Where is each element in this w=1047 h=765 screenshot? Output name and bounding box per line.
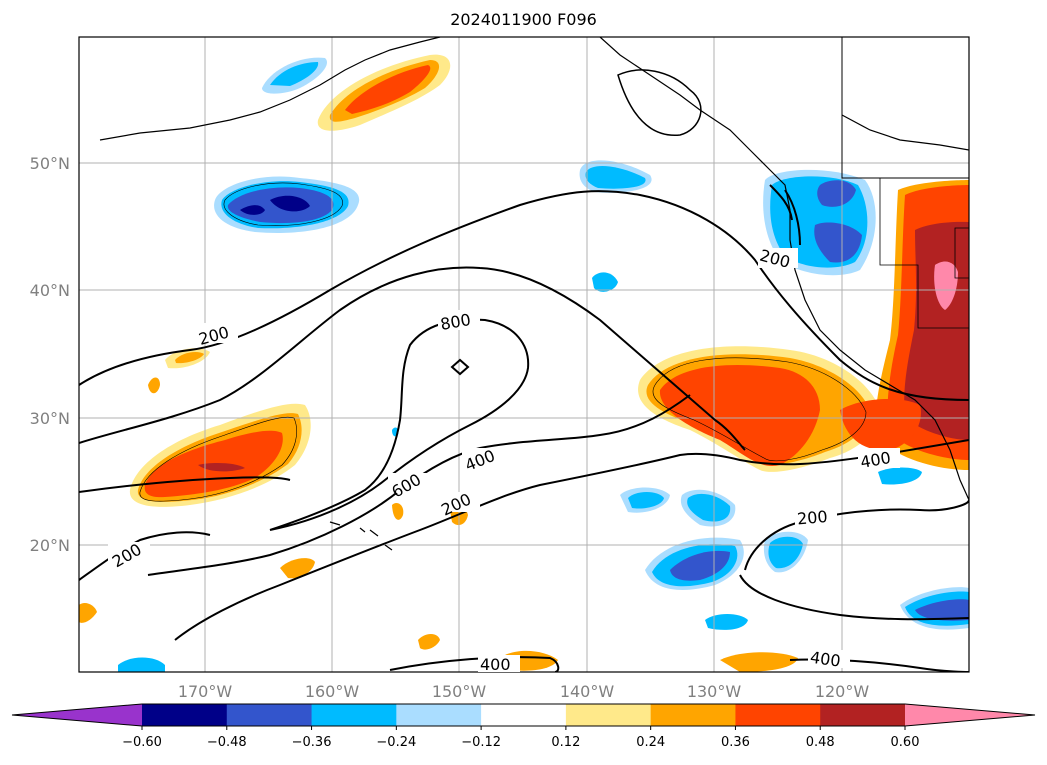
map-title: 2024011900 F096 (450, 10, 597, 29)
contour-label: 400 (480, 655, 511, 674)
colorbar-tick-label: −0.36 (292, 735, 332, 750)
lon-label: 170°W (178, 682, 233, 701)
colorbar-tick-label: −0.12 (461, 735, 501, 750)
lon-label: 140°W (560, 682, 615, 701)
colorbar: −0.60 −0.48 −0.36 −0.24 −0.12 0.12 0.24 0.36 0.4… (11, 703, 1036, 750)
colorbar-segment (565, 704, 652, 726)
colorbar-extend-high (905, 704, 1035, 726)
map-frame (78, 36, 970, 673)
lat-label: 40°N (30, 281, 70, 300)
lon-label: 160°W (305, 682, 360, 701)
colorbar-segment (396, 704, 482, 726)
colorbar-tick-label: −0.60 (122, 735, 162, 750)
colorbar-segment (650, 704, 736, 726)
colorbar-segment (142, 704, 228, 726)
fill-outlines (139, 182, 867, 502)
colorbar-tick-label: 0.24 (636, 735, 665, 750)
colorbar-segment (481, 704, 567, 726)
colorbar-tick-label: −0.48 (207, 735, 247, 750)
latitude-labels: 50°N 40°N 30°N 20°N (30, 154, 70, 555)
colorbar-tick-label: −0.24 (376, 735, 416, 750)
longitude-labels: 170°W 160°W 150°W 140°W 130°W 120°W (178, 682, 870, 701)
lon-label: 150°W (432, 682, 487, 701)
lon-label: 120°W (815, 682, 870, 701)
colorbar-tick-label: 0.48 (806, 735, 835, 750)
colorbar-segment (820, 704, 906, 726)
map-background (79, 37, 969, 672)
lat-label: 30°N (30, 409, 70, 428)
colorbar-extend-low (12, 704, 142, 726)
colorbar-segment (226, 704, 313, 726)
lat-label: 20°N (30, 536, 70, 555)
lon-label: 130°W (687, 682, 742, 701)
colorbar-segment (735, 704, 821, 726)
colorbar-tick-label: 0.60 (891, 735, 920, 750)
colorbar-tick-label: 0.36 (721, 735, 750, 750)
contour-label: 400 (809, 648, 842, 671)
contour-label: 200 (796, 507, 828, 529)
lat-label: 50°N (30, 154, 70, 173)
colorbar-tick-label: 0.12 (551, 735, 580, 750)
colorbar-segment (311, 704, 397, 726)
contour-lines (79, 69, 969, 672)
